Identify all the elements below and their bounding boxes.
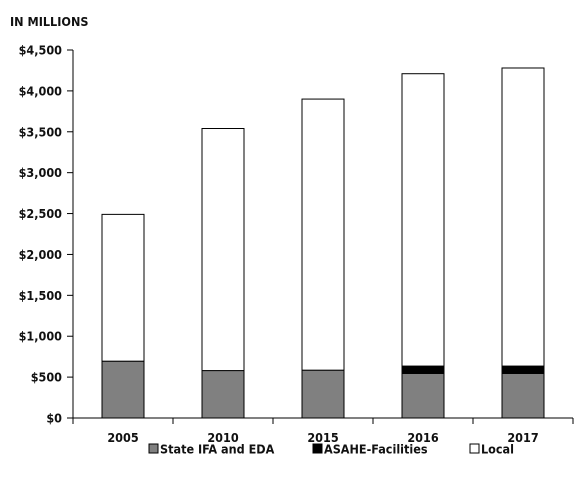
y-tick-label: $4,500: [19, 43, 63, 58]
legend-swatch: [312, 443, 323, 454]
bar-segment: [501, 372, 545, 419]
legend-label: Local: [481, 442, 514, 457]
legend-label: State IFA and EDA: [160, 442, 275, 457]
x-tick-label: 2017: [507, 430, 538, 445]
unit-label: IN MILLIONS: [10, 14, 88, 29]
legend: State IFA and EDA ASAHE-Facilities Local: [148, 442, 514, 457]
y-tick-label: $3,500: [19, 124, 63, 139]
bar-segment: [101, 213, 145, 362]
bar-segment: [401, 365, 445, 374]
y-tick-label: $1,500: [19, 288, 63, 303]
y-tick-label: $3,000: [19, 165, 63, 180]
y-axis: $0 $500 $1,000 $1,500 $2,000 $2,500 $3,000 $3,5…: [19, 43, 74, 426]
y-tick-label: $2,000: [19, 247, 63, 262]
x-tick-label: 2016: [407, 430, 438, 445]
x-tick-label: 2010: [207, 430, 238, 445]
bar-segment: [301, 98, 345, 371]
y-tick-label: $1,000: [19, 329, 63, 344]
legend-label: ASAHE-Facilities: [324, 442, 428, 457]
y-tick-label: $4,000: [19, 83, 63, 98]
bar-segment: [401, 73, 445, 367]
legend-swatch: [469, 443, 480, 454]
y-tick-label: $2,500: [19, 206, 63, 221]
bar-segment: [101, 360, 145, 419]
y-tick-label: $0: [46, 411, 62, 426]
bar-segment: [301, 369, 345, 419]
x-tick-label: 2005: [107, 430, 138, 445]
legend-swatch: [148, 443, 159, 454]
x-axis: 2005 2010 2015 2016 2017: [72, 417, 574, 445]
y-tick-label: $500: [31, 370, 62, 385]
bar-segment: [201, 370, 245, 419]
bar-segment: [201, 128, 245, 372]
bar-segment: [401, 372, 445, 419]
x-tick-label: 2015: [307, 430, 338, 445]
bars: [101, 67, 545, 419]
bar-segment: [501, 67, 545, 367]
bar-segment: [501, 365, 545, 374]
